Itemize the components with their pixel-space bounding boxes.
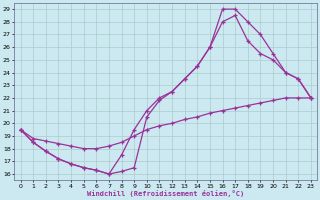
X-axis label: Windchill (Refroidissement éolien,°C): Windchill (Refroidissement éolien,°C): [87, 190, 244, 197]
